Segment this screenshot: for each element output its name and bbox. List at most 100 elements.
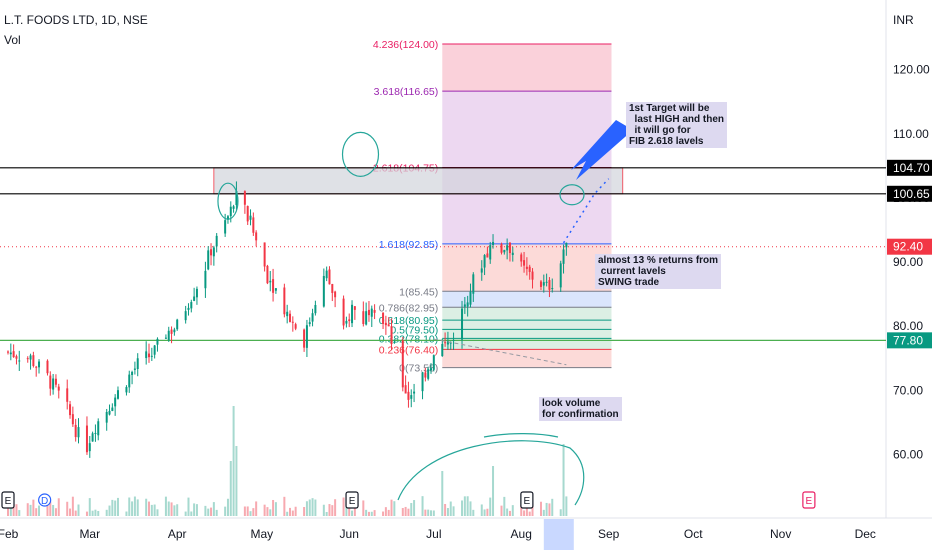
volume-bar: [542, 509, 545, 516]
x-tick-label: Jul: [426, 527, 441, 541]
volume-bar: [407, 508, 410, 516]
candle-body: [128, 374, 131, 388]
volume-bar: [331, 505, 334, 516]
volume-bar: [69, 508, 72, 516]
candle-body: [531, 271, 534, 280]
volume-bar: [54, 508, 57, 516]
circle-target: [559, 184, 585, 206]
volume-bar: [125, 511, 128, 516]
volume-bar: [311, 498, 314, 516]
fib-label-0: 0(73.55): [399, 363, 438, 375]
returns-annotation[interactable]: almost 13 % returns from current lavels …: [595, 254, 722, 289]
fib-zone-0.5: [442, 329, 612, 339]
y-tick-label: 60.00: [893, 447, 923, 461]
candle-body: [469, 291, 472, 305]
price-label-bg: [887, 159, 932, 176]
candle-body: [353, 306, 356, 310]
candle-body: [548, 280, 551, 290]
candle-body: [542, 282, 545, 286]
volume-bar: [387, 509, 390, 516]
candle-body: [49, 375, 52, 389]
candle-body: [565, 242, 568, 248]
candle-body: [373, 310, 376, 313]
candle-body: [291, 321, 294, 323]
candle-body: [432, 355, 435, 370]
candle-body: [18, 360, 21, 362]
candle-body: [111, 407, 114, 412]
candle-body: [404, 385, 407, 394]
volume-bar: [461, 500, 464, 516]
volume-bar: [150, 504, 153, 516]
volume-bar: [531, 502, 534, 516]
volume-bar: [424, 509, 427, 516]
candle-body: [308, 322, 311, 324]
volume-bar: [18, 510, 21, 516]
volume-bar: [410, 503, 413, 516]
volume-bar: [71, 496, 74, 516]
candle-body: [345, 320, 348, 324]
volume-bar: [274, 502, 277, 516]
fib-zone-1: [442, 291, 612, 308]
candle-body: [511, 252, 514, 256]
volume-bar: [351, 510, 354, 516]
volume-bar: [508, 510, 511, 516]
candle-body: [26, 358, 29, 360]
candle-body: [116, 390, 119, 399]
volume-bar: [353, 502, 356, 516]
volume-bar: [370, 511, 373, 516]
earnings-marker-letter: E: [349, 496, 356, 507]
volume-bar: [503, 496, 506, 516]
candle-body: [444, 342, 447, 344]
volume-bar: [74, 510, 77, 516]
candle-body: [472, 274, 475, 294]
current-date-marker: [543, 519, 574, 550]
volume-bar: [551, 498, 554, 516]
candle-body: [7, 351, 9, 353]
volume-bar: [136, 499, 139, 516]
candle-body: [226, 216, 229, 220]
candle-body: [150, 355, 153, 357]
trend-line: [433, 338, 567, 366]
volume-bar: [190, 511, 193, 516]
candle-body: [193, 296, 196, 301]
candle-body: [170, 329, 173, 334]
volume-bar: [492, 466, 495, 516]
volume-bar: [283, 496, 286, 516]
candle-body: [215, 235, 218, 247]
volume-bar: [303, 507, 306, 516]
candle-body: [382, 312, 385, 324]
candle-body: [38, 361, 41, 368]
candle-body: [46, 360, 49, 374]
volume-bar: [305, 501, 308, 516]
candle-body: [384, 322, 387, 326]
candle-body: [421, 372, 424, 392]
target-annotation[interactable]: 1st Target will be last HIGH and then it…: [626, 102, 728, 148]
volume-bar: [393, 501, 396, 516]
candle-body: [212, 247, 215, 257]
candle-body: [85, 425, 88, 453]
volume-label: Vol: [4, 33, 21, 47]
price-label-bg: [887, 238, 932, 255]
volume-bar: [373, 510, 376, 516]
candle-body: [413, 391, 416, 394]
candle-body: [545, 281, 548, 283]
candle-body: [246, 206, 249, 222]
volume-bar: [263, 504, 266, 516]
candle-body: [164, 337, 167, 339]
candle-body: [401, 340, 404, 388]
earnings-marker-letter: E: [524, 496, 531, 507]
volume-bar: [390, 499, 393, 516]
candle-body: [452, 339, 455, 342]
x-tick-label: Aug: [511, 527, 532, 541]
volume-bar: [444, 503, 447, 516]
candle-body: [461, 308, 464, 340]
price-label: 104.70: [893, 161, 930, 175]
candle-body: [29, 355, 32, 360]
volume-bar: [421, 496, 424, 516]
volume-bar: [195, 504, 198, 516]
volume-bar: [215, 509, 218, 516]
volume-annotation[interactable]: look volume for confirmation: [539, 397, 622, 421]
fib-label-0.786: 0.786(82.95): [379, 302, 439, 314]
volume-bar: [472, 509, 475, 516]
